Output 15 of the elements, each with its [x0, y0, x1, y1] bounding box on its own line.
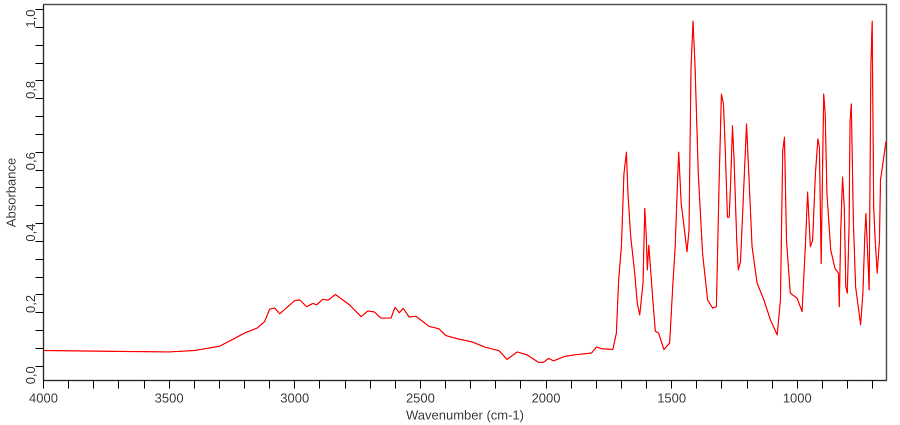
x-tick-label: 3500: [154, 390, 184, 406]
y-tick-label: 0,4: [23, 224, 38, 242]
x-tick-label: 1000: [782, 390, 812, 406]
x-tick-label: 1500: [657, 390, 686, 406]
x-tick-label: 4000: [29, 390, 58, 406]
y-tick-label: 0,8: [23, 80, 38, 99]
y-tick-label: 1,0: [23, 9, 38, 28]
x-tick-label: 3000: [280, 390, 310, 406]
y-tick-label: 0,6: [23, 152, 38, 170]
x-tick-label: 2000: [532, 390, 560, 406]
x-axis-title: Wavenumber (cm-1): [406, 408, 524, 422]
y-tick-label: 0,0: [23, 366, 38, 384]
x-tick-label: 2500: [406, 390, 435, 406]
y-tick-label: 0,2: [23, 294, 38, 313]
y-axis-title: Absorbance: [4, 158, 18, 228]
